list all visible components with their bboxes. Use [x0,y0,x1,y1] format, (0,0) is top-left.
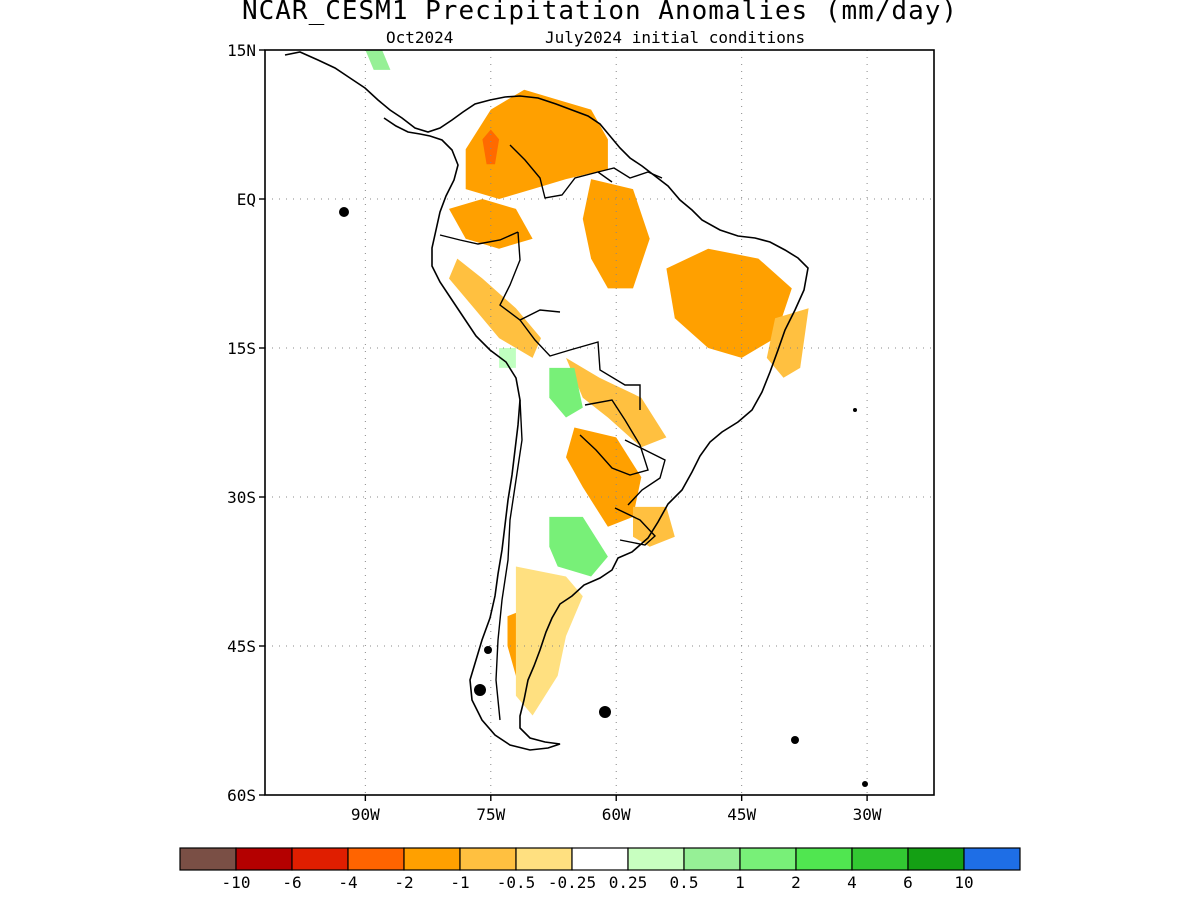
legend-swatch [291,847,349,871]
legend-swatch [963,847,1021,871]
anomaly-region-northern-andes-colombia [465,89,608,199]
lon-tick-label: 90W [351,805,380,824]
anomaly-region-peru-andes [449,258,541,358]
lon-tick-label: 45W [727,805,756,824]
legend-label: 0.5 [670,873,699,892]
legend-label: 10 [954,873,973,892]
legend-swatch [907,847,965,871]
galapagos-islands [339,207,349,217]
falkland-islands [599,706,611,718]
legend-label: 2 [791,873,801,892]
legend-label: -2 [394,873,413,892]
anomaly-region-central-amazon [582,179,650,289]
legend-label: -1 [450,873,469,892]
legend-swatch [179,847,237,871]
anomaly-region-western-amazon [449,199,533,249]
border-peru-brazil [499,231,561,321]
lat-tick-label: 45S [227,637,256,656]
anomaly-region-central-argentina [549,516,608,577]
legend-swatch [683,847,741,871]
legend-label: 1 [735,873,745,892]
trindade-island [862,781,868,787]
legend-label: 6 [903,873,913,892]
legend-swatch [739,847,797,871]
south-america-coastline [284,51,809,751]
south-georgia [791,736,799,744]
lon-tick-label: 75W [476,805,505,824]
map-title: NCAR_CESM1 Precipitation Anomalies (mm/d… [241,0,959,26]
lat-tick-label: 30S [227,488,256,507]
lat-tick-label: 60S [227,786,256,805]
anomaly-region-pantanal-band [566,357,667,448]
legend-label: 4 [847,873,857,892]
islands [339,207,868,787]
axis-ticks: 15N EQ 15S 30S 45S 60S 90W 75W 60W 45W 30W [227,41,882,824]
coastline-layer [284,51,809,751]
border-chile-argentina [495,399,523,721]
legend-label: 0.25 [609,873,648,892]
border-guianas [597,167,663,179]
legend-swatch [795,847,853,871]
legend-swatch [459,847,517,871]
legend-swatch [571,847,629,871]
lat-tick-label: EQ [237,190,256,209]
border-ecuador-peru [439,231,519,245]
legend-label: -4 [338,873,357,892]
lat-tick-label: 15S [227,339,256,358]
legend-swatch [627,847,685,871]
valid-month-label: Oct2024 [386,28,454,47]
anomaly-region-uruguay [633,506,675,547]
legend-swatch [851,847,909,871]
anomaly-region-northeast-coast [766,308,809,378]
anomaly-region-central-america-green [365,50,391,70]
country-borders [439,144,666,721]
legend-label: -0.5 [497,873,536,892]
lon-tick-label: 60W [602,805,631,824]
anomaly-region-chaco-pampas [566,427,642,527]
color-legend: -10 -6 -4 -2 -1 -0.5 -0.25 0.25 0.5 1 2 4 6 10 [179,847,1021,892]
fernando-de-noronha [853,408,857,412]
lon-tick-label: 30W [853,805,882,824]
anomaly-region-colombia-core [482,129,500,165]
legend-swatch [403,847,461,871]
map-frame [264,49,935,796]
anomaly-region-bolivia-altiplano [549,367,583,418]
legend-label: -6 [282,873,301,892]
border-bolivia [519,319,641,410]
legend-swatch [347,847,405,871]
anomaly-region-peru-coast-green [499,348,516,368]
legend-swatch [235,847,293,871]
legend-swatch [515,847,573,871]
border-uruguay [614,507,656,546]
lat-tick-label: 15N [227,41,256,60]
anomaly-region-eastern-brazil [666,248,792,358]
border-argentina-brazil [624,439,666,506]
border-paraguay [579,399,649,476]
initial-conditions-label: July2024 initial conditions [545,28,806,47]
border-colombia-venezuela [509,144,613,199]
anomaly-layer [365,50,809,716]
legend-label: -10 [222,873,251,892]
tierra-del-fuego [474,684,486,696]
chiloe-island [484,646,492,654]
anomaly-region-southern-argentina [515,566,583,716]
legend-label: -0.25 [548,873,596,892]
